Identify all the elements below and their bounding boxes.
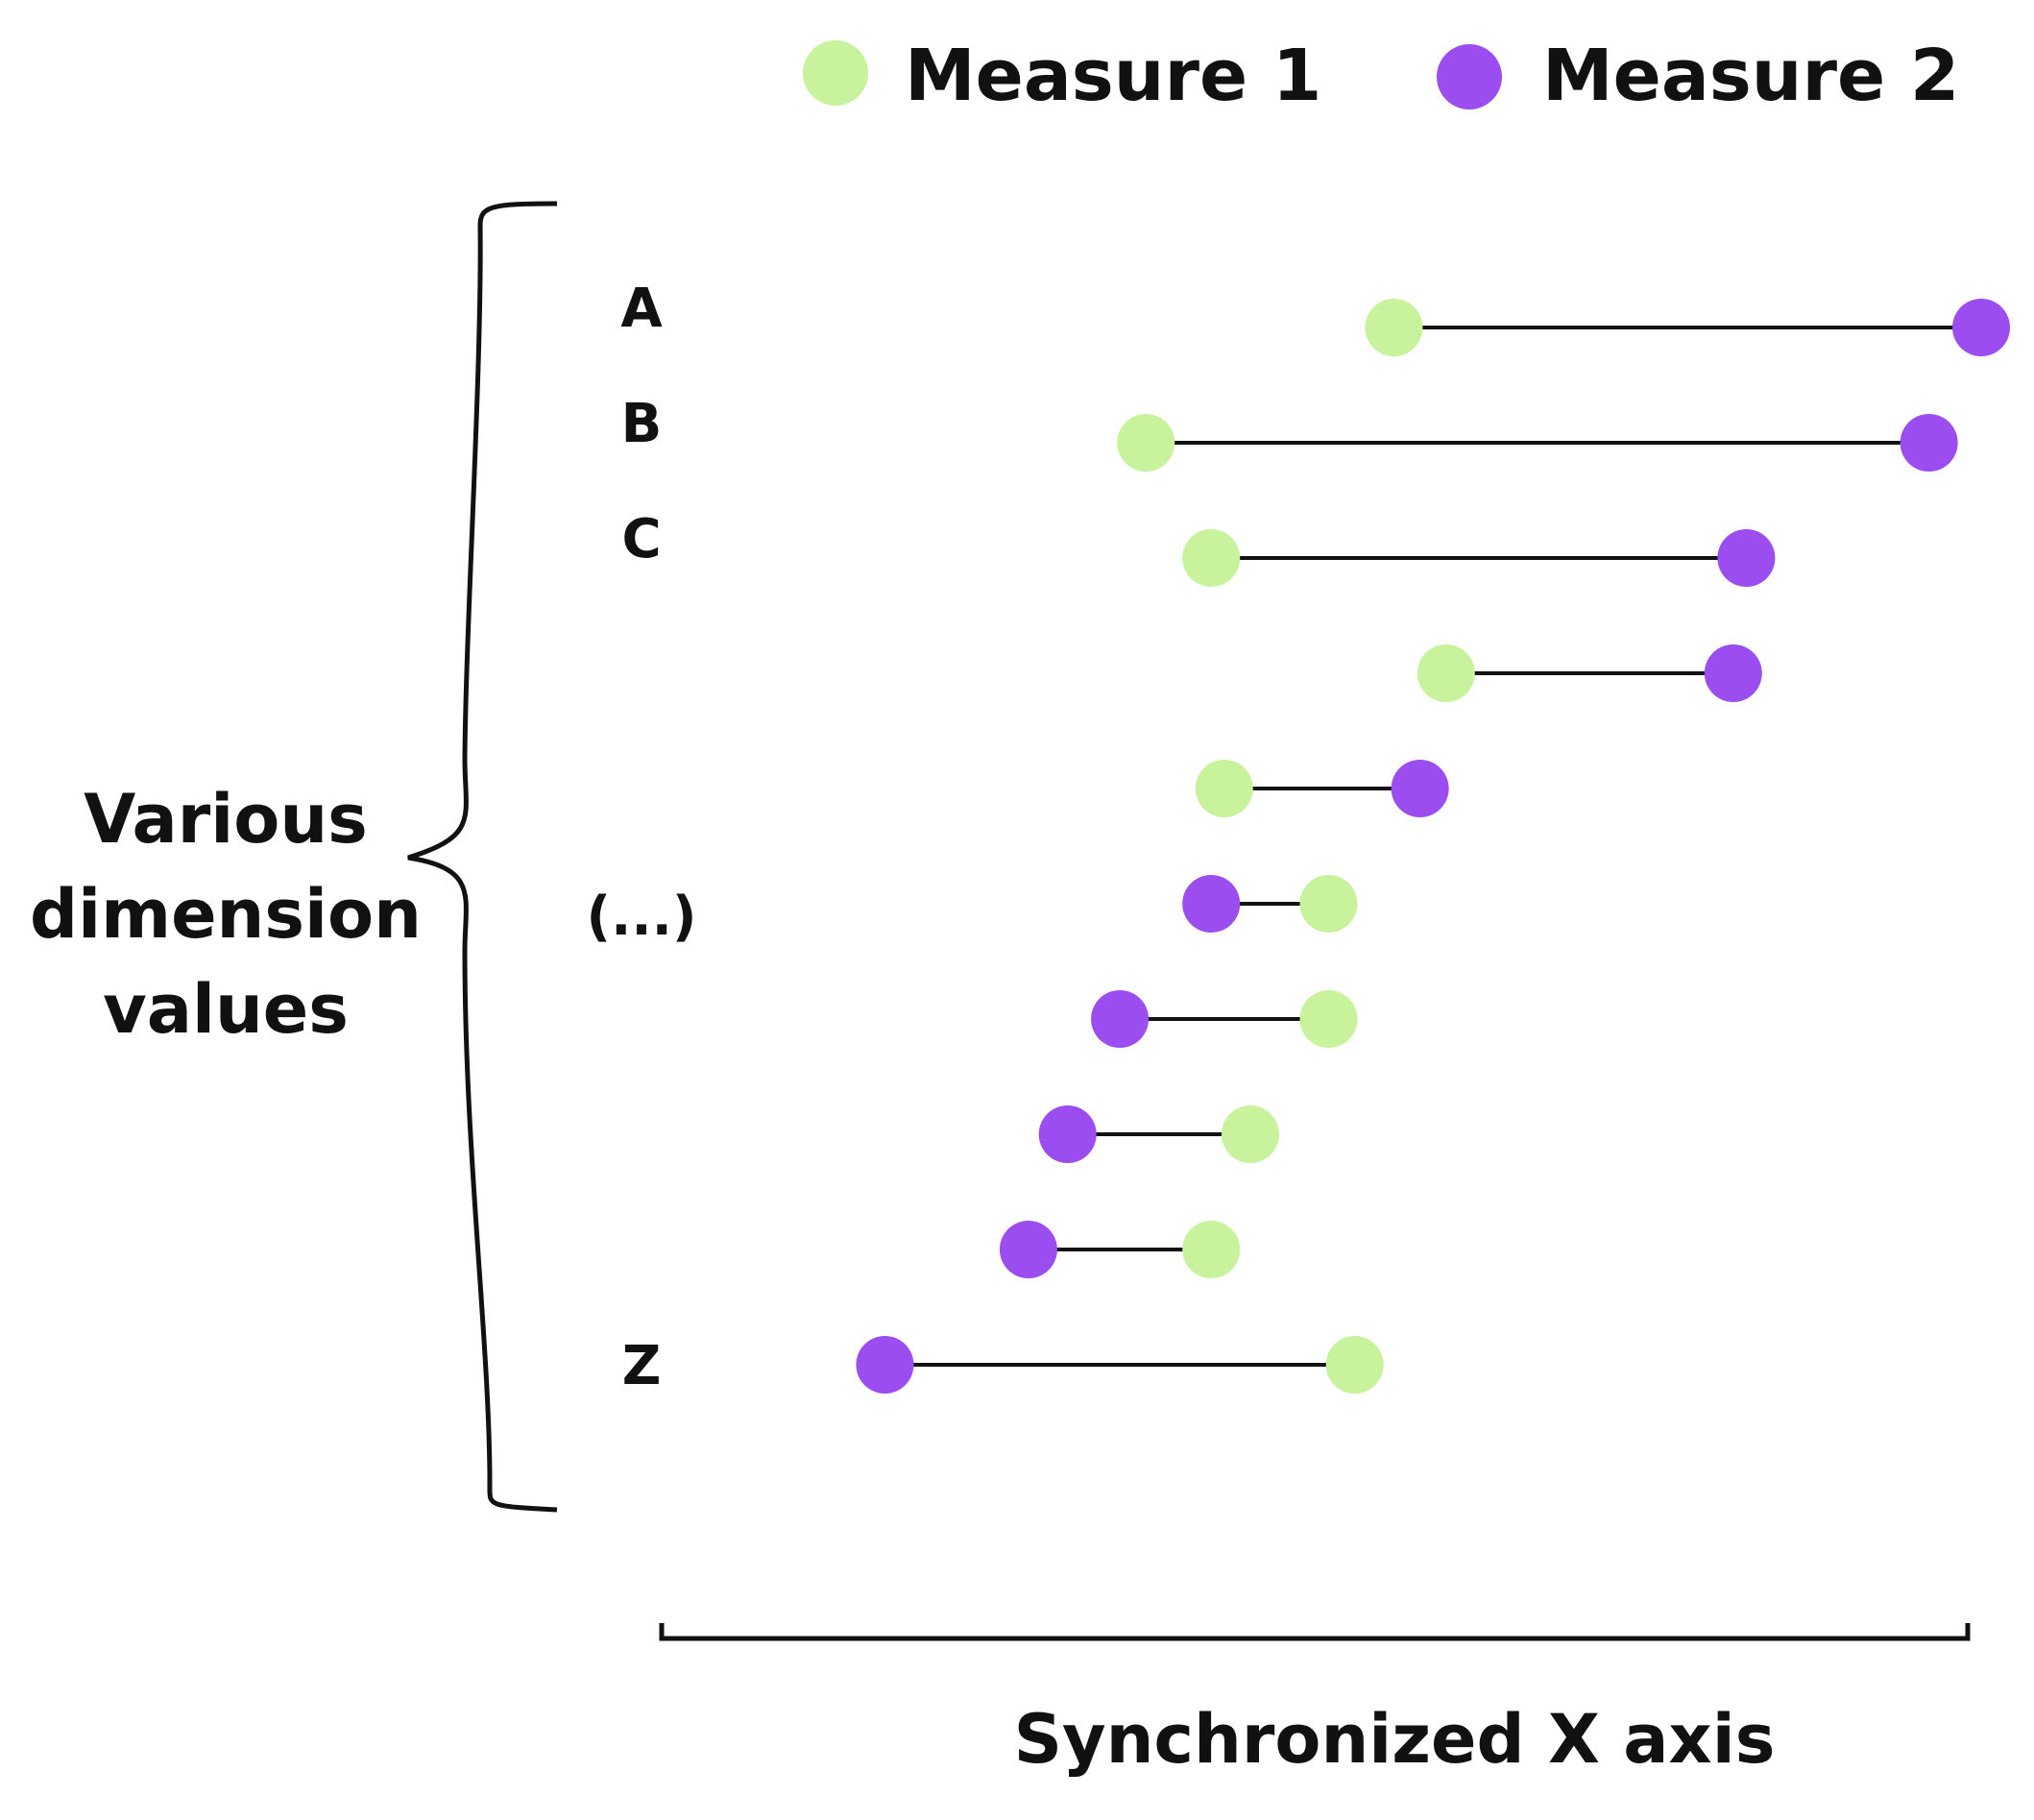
measure-1-point xyxy=(1365,299,1423,356)
dumbbell-row xyxy=(1182,875,1358,933)
category-labels: ABC (...) Z xyxy=(586,278,696,1397)
dumbbell-row xyxy=(1365,299,2010,356)
measure-2-point xyxy=(1391,760,1449,817)
measure-2-point xyxy=(1900,414,1958,472)
dumbbell-row xyxy=(1195,760,1449,817)
category-label: C xyxy=(621,508,661,570)
dumbbell-row xyxy=(856,1336,1384,1394)
category-label: A xyxy=(620,278,663,340)
measure-1-point xyxy=(1417,644,1475,702)
measure-2-point xyxy=(999,1221,1057,1278)
category-label: Z xyxy=(622,1335,662,1397)
measure-1-point xyxy=(1221,1105,1279,1163)
category-label: (...) xyxy=(586,886,696,948)
measure-2-point xyxy=(1952,299,2010,356)
measure-1-point xyxy=(1195,760,1253,817)
legend-marker-measure-1 xyxy=(803,40,868,106)
measure-2-point xyxy=(1704,644,1762,702)
x-axis-label: Synchronized X axis xyxy=(1014,1700,1776,1779)
dumbbell-row xyxy=(1182,529,1776,587)
measure-1-point xyxy=(1182,529,1241,587)
dumbbell-row xyxy=(1117,414,1958,472)
side-label-line-1: Various xyxy=(84,780,368,859)
measure-2-point xyxy=(856,1336,914,1394)
legend-label-measure-2: Measure 2 xyxy=(1542,35,1959,117)
dumbbell-row xyxy=(1038,1105,1279,1163)
legend-label-measure-1: Measure 1 xyxy=(905,35,1321,117)
dumbbell-row xyxy=(1091,990,1358,1048)
dumbbell-rows xyxy=(856,299,2010,1394)
legend-marker-measure-2 xyxy=(1437,44,1502,109)
measure-1-point xyxy=(1325,1336,1384,1394)
measure-2-point xyxy=(1717,529,1776,587)
measure-2-point xyxy=(1091,990,1150,1048)
measure-1-point xyxy=(1117,414,1175,472)
measure-1-point xyxy=(1182,1221,1241,1278)
dumbbell-row xyxy=(999,1221,1241,1278)
x-axis-bracket xyxy=(659,1623,1971,1641)
measure-2-point xyxy=(1038,1105,1097,1163)
side-label-line-3: values xyxy=(103,970,349,1049)
category-label: B xyxy=(621,393,663,455)
side-label-line-2: dimension xyxy=(30,875,422,954)
measure-1-point xyxy=(1299,875,1358,933)
legend: Measure 1 Measure 2 xyxy=(803,35,1959,117)
dimension-brace xyxy=(407,201,558,1513)
measure-2-point xyxy=(1182,875,1241,933)
dumbbell-row xyxy=(1417,644,1762,702)
measure-1-point xyxy=(1299,990,1358,1048)
